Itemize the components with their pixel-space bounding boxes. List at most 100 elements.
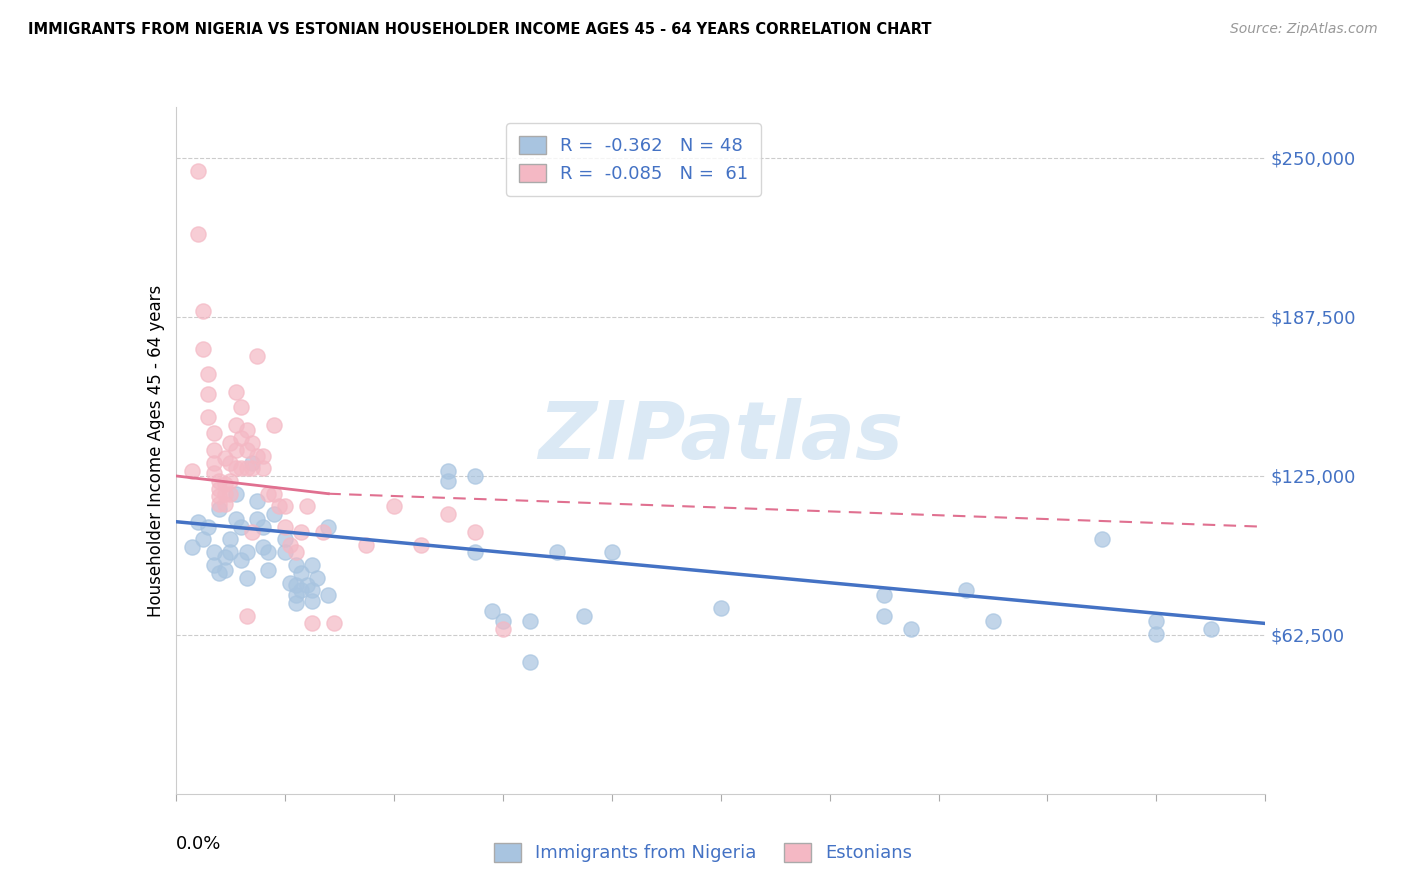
- Point: [240, 524, 263, 539]
- Point: [274, 500, 297, 514]
- Point: [202, 456, 225, 470]
- Point: [322, 616, 344, 631]
- Point: [382, 500, 405, 514]
- Point: [955, 583, 977, 598]
- Point: [263, 417, 285, 432]
- Point: [481, 604, 503, 618]
- Point: [1144, 614, 1167, 628]
- Point: [202, 443, 225, 458]
- Point: [274, 533, 297, 547]
- Point: [197, 410, 219, 425]
- Point: [225, 461, 247, 475]
- Point: [301, 593, 323, 607]
- Point: [225, 512, 247, 526]
- Point: [246, 449, 269, 463]
- Point: [231, 461, 253, 475]
- Point: [235, 423, 257, 437]
- Point: [873, 589, 896, 603]
- Point: [235, 461, 257, 475]
- Point: [197, 520, 219, 534]
- Point: [600, 545, 623, 559]
- Point: [278, 538, 301, 552]
- Point: [257, 545, 280, 559]
- Point: [1199, 622, 1222, 636]
- Point: [312, 524, 335, 539]
- Point: [191, 533, 214, 547]
- Point: [181, 540, 204, 554]
- Point: [574, 608, 596, 623]
- Point: [219, 486, 242, 500]
- Point: [519, 655, 541, 669]
- Point: [208, 482, 231, 496]
- Point: [301, 616, 323, 631]
- Point: [219, 474, 242, 488]
- Point: [186, 163, 209, 178]
- Point: [225, 417, 247, 432]
- Text: ZIPatlas: ZIPatlas: [538, 398, 903, 475]
- Text: 0.0%: 0.0%: [176, 835, 221, 853]
- Point: [437, 474, 460, 488]
- Point: [252, 449, 274, 463]
- Point: [186, 515, 209, 529]
- Point: [231, 520, 253, 534]
- Point: [240, 456, 263, 470]
- Point: [274, 520, 297, 534]
- Point: [225, 443, 247, 458]
- Legend: R =  -0.362   N = 48, R =  -0.085   N =  61: R = -0.362 N = 48, R = -0.085 N = 61: [506, 123, 761, 196]
- Point: [202, 467, 225, 481]
- Point: [437, 507, 460, 521]
- Point: [202, 558, 225, 572]
- Point: [295, 500, 318, 514]
- Point: [214, 476, 236, 491]
- Point: [231, 553, 253, 567]
- Point: [284, 545, 307, 559]
- Point: [197, 387, 219, 401]
- Point: [981, 614, 1004, 628]
- Point: [284, 596, 307, 610]
- Point: [219, 435, 242, 450]
- Point: [235, 608, 257, 623]
- Point: [437, 464, 460, 478]
- Point: [246, 512, 269, 526]
- Point: [235, 571, 257, 585]
- Text: Source: ZipAtlas.com: Source: ZipAtlas.com: [1230, 22, 1378, 37]
- Point: [214, 497, 236, 511]
- Point: [208, 497, 231, 511]
- Point: [240, 461, 263, 475]
- Point: [208, 489, 231, 503]
- Point: [1091, 533, 1114, 547]
- Point: [252, 540, 274, 554]
- Point: [252, 520, 274, 534]
- Point: [301, 558, 323, 572]
- Point: [257, 563, 280, 577]
- Point: [214, 563, 236, 577]
- Point: [710, 601, 733, 615]
- Point: [492, 614, 515, 628]
- Point: [284, 558, 307, 572]
- Point: [284, 578, 307, 592]
- Point: [235, 443, 257, 458]
- Point: [284, 589, 307, 603]
- Point: [318, 520, 340, 534]
- Point: [318, 589, 340, 603]
- Point: [219, 533, 242, 547]
- Point: [290, 566, 312, 580]
- Point: [202, 545, 225, 559]
- Point: [1144, 626, 1167, 640]
- Point: [191, 342, 214, 356]
- Point: [197, 367, 219, 381]
- Point: [214, 451, 236, 466]
- Point: [263, 486, 285, 500]
- Point: [464, 469, 486, 483]
- Point: [240, 435, 263, 450]
- Point: [409, 538, 432, 552]
- Point: [235, 545, 257, 559]
- Point: [186, 227, 209, 242]
- Point: [202, 425, 225, 440]
- Point: [219, 456, 242, 470]
- Point: [278, 575, 301, 590]
- Point: [464, 524, 486, 539]
- Point: [307, 571, 329, 585]
- Text: IMMIGRANTS FROM NIGERIA VS ESTONIAN HOUSEHOLDER INCOME AGES 45 - 64 YEARS CORREL: IMMIGRANTS FROM NIGERIA VS ESTONIAN HOUS…: [28, 22, 932, 37]
- Point: [246, 349, 269, 363]
